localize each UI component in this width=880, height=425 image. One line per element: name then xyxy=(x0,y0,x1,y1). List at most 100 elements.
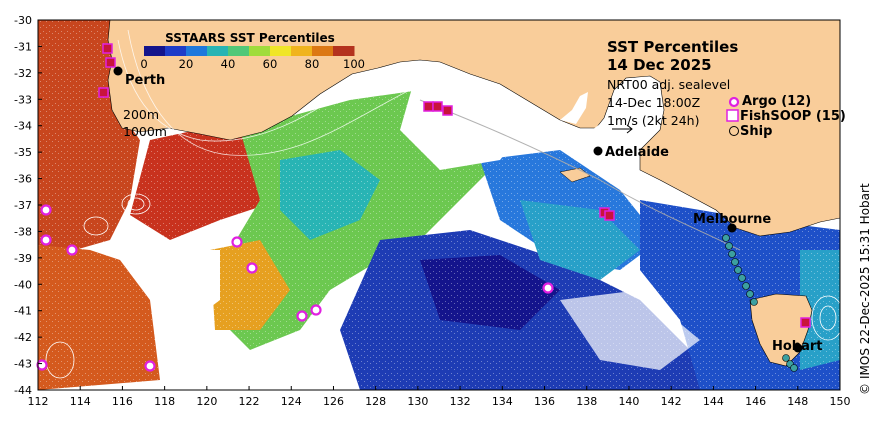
lon-tick-label: 130 xyxy=(407,395,428,408)
city-markers xyxy=(113,66,803,353)
melbourne-label: Melbourne xyxy=(693,212,772,227)
ship-track xyxy=(722,234,798,372)
lon-tick-label: 140 xyxy=(618,395,639,408)
map-date: 14 Dec 2025 xyxy=(607,56,712,74)
eddy-contour xyxy=(83,216,109,236)
lon-tick-label: 134 xyxy=(492,395,513,408)
lon-tick-label: 132 xyxy=(450,395,471,408)
lat-tick-label: -40 xyxy=(14,278,32,291)
longitude-axis: 112 114 116 118 120 122 124 126 128 130 132 134 136 1… xyxy=(28,386,851,408)
contour-200m-line xyxy=(117,39,361,142)
lat-tick-label: -37 xyxy=(14,199,32,212)
lat-tick-label: -33 xyxy=(14,93,32,106)
hobart-marker xyxy=(793,343,803,353)
argo-float-marker[interactable] xyxy=(246,262,258,274)
contour-1000m-line xyxy=(127,29,411,156)
colorbar-swatch xyxy=(312,46,334,56)
colorbar-swatch xyxy=(207,46,229,56)
eddy-contour xyxy=(811,295,840,341)
argo-float-marker[interactable] xyxy=(40,204,52,216)
lat-tick-label: -42 xyxy=(14,331,32,344)
colorbar-swatch xyxy=(165,46,187,56)
lat-tick-label: -36 xyxy=(14,173,32,186)
argo-float-marker[interactable] xyxy=(144,360,156,372)
latitude-axis: -30 -31 -32 -33 -34 -35 -36 -37 -38 -39 -40 -41 -42 -… xyxy=(14,14,42,397)
argo-float-marker[interactable] xyxy=(310,304,322,316)
adelaide-label: Adelaide xyxy=(605,145,669,160)
lat-tick-label: -34 xyxy=(14,120,32,133)
colorbar-title: SSTAARS SST Percentiles xyxy=(165,31,335,45)
argo-float-marker[interactable] xyxy=(542,282,554,294)
lon-tick-label: 146 xyxy=(745,395,766,408)
argo-floats xyxy=(36,204,554,372)
colorbar-swatch xyxy=(333,46,355,56)
contour-200m-label: 200m xyxy=(123,107,160,122)
perth-marker xyxy=(113,66,123,76)
colorbar-tick-label: 80 xyxy=(305,57,320,71)
lat-tick-label: -43 xyxy=(14,358,32,371)
lon-tick-label: 112 xyxy=(28,395,49,408)
lat-tick-label: -38 xyxy=(14,225,32,238)
colorbar-swatch xyxy=(186,46,208,56)
fishsoop-marker[interactable] xyxy=(604,210,615,221)
fishsoop-marker[interactable] xyxy=(423,101,434,112)
lat-tick-label: -35 xyxy=(14,146,32,159)
current-scale-arrow-icon xyxy=(612,124,633,134)
argo-legend-label: Argo (12) xyxy=(742,94,812,109)
australia-landmass xyxy=(38,20,840,237)
lon-tick-label: 136 xyxy=(534,395,555,408)
eddy-contour xyxy=(127,197,145,211)
spencer-gulf xyxy=(560,92,588,124)
eddy-contour xyxy=(819,305,837,331)
lon-tick-label: 124 xyxy=(281,395,302,408)
gulf-st-vincent xyxy=(592,124,608,150)
lon-tick-label: 122 xyxy=(239,395,260,408)
lat-tick-label: -32 xyxy=(14,67,32,80)
lat-tick-label: -39 xyxy=(14,252,32,265)
fishsoop-marker[interactable] xyxy=(102,43,113,54)
product-label: NRT00 adj. sealevel xyxy=(607,77,731,92)
fishsoop-vessels xyxy=(98,43,811,328)
perth-label: Perth xyxy=(125,73,166,88)
sst-field xyxy=(38,20,840,390)
lat-tick-label: -44 xyxy=(14,384,32,397)
fishsoop-marker[interactable] xyxy=(442,105,453,116)
fishsoop-marker[interactable] xyxy=(432,101,443,112)
fishsoop-marker[interactable] xyxy=(105,57,116,68)
fishsoop-marker[interactable] xyxy=(800,317,811,328)
lat-tick-label: -41 xyxy=(14,305,32,318)
colorbar-tick-label: 40 xyxy=(221,57,236,71)
fishsoop-legend-icon xyxy=(726,109,739,122)
argo-float-marker[interactable] xyxy=(296,310,308,322)
lon-tick-label: 138 xyxy=(576,395,597,408)
colorbar-swatch xyxy=(291,46,313,56)
map-title: SST Percentiles xyxy=(607,38,739,56)
lon-tick-label: 142 xyxy=(661,395,682,408)
lon-tick-label: 114 xyxy=(70,395,91,408)
adelaide-marker xyxy=(593,146,603,156)
current-scale-label: 1m/s (2kt 24h) xyxy=(607,113,700,128)
argo-float-marker[interactable] xyxy=(231,236,243,248)
colorbar: SSTAARS SST Percentiles 0 20 40 60 80 100 xyxy=(140,31,365,71)
credit-text: IMOS 22-Dec-2025 15:31 Hobart xyxy=(858,183,872,379)
shelf-break-line xyxy=(419,99,741,251)
argo-float-marker[interactable] xyxy=(36,359,48,371)
colorbar-swatch xyxy=(270,46,292,56)
colorbar-tick-label: 60 xyxy=(263,57,278,71)
argo-float-marker[interactable] xyxy=(66,244,78,256)
copyright-symbol: © xyxy=(858,383,872,395)
contour-1000m-label: 1000m xyxy=(123,124,167,139)
colorbar-swatch xyxy=(144,46,166,56)
argo-legend-icon xyxy=(728,96,740,108)
credit-line: © IMOS 22-Dec-2025 15:31 Hobart xyxy=(858,179,872,395)
lon-tick-label: 150 xyxy=(830,395,851,408)
analysis-time: 14-Dec 18:00Z xyxy=(607,95,701,110)
lon-tick-label: 128 xyxy=(365,395,386,408)
fishsoop-marker[interactable] xyxy=(98,87,109,98)
argo-float-marker[interactable] xyxy=(40,234,52,246)
colorbar-swatch xyxy=(228,46,250,56)
colorbar-swatch xyxy=(249,46,271,56)
lat-tick-label: -31 xyxy=(14,40,32,53)
ship-legend-label: Ship xyxy=(740,124,773,139)
